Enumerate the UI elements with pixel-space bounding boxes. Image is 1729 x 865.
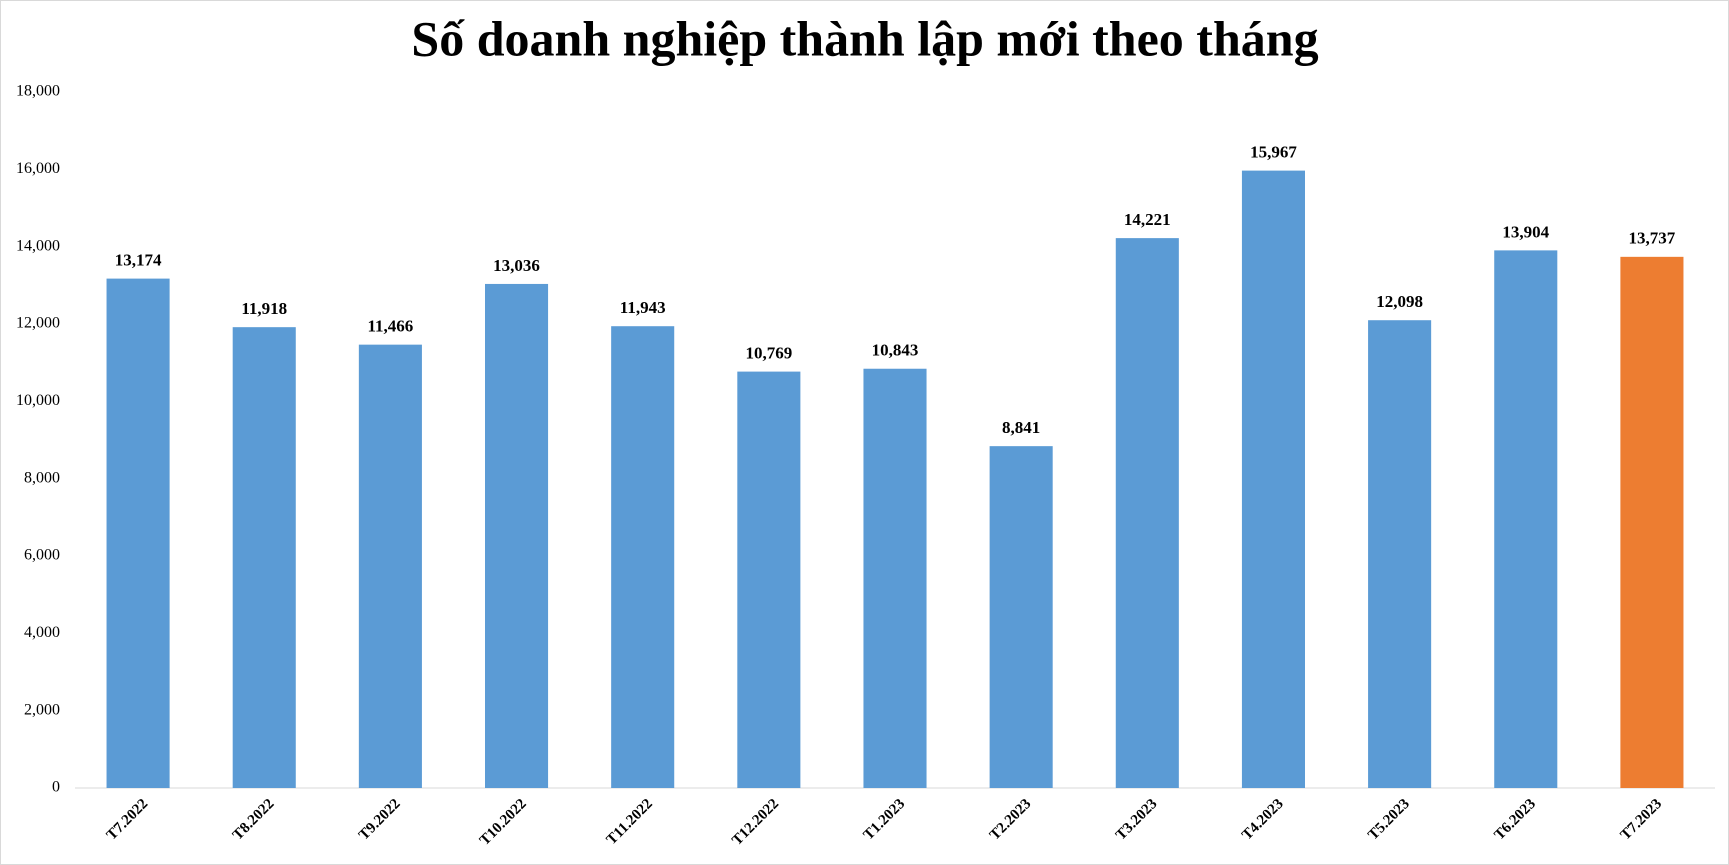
bar (485, 283, 549, 788)
value-label: 11,918 (241, 299, 287, 318)
value-label: 10,843 (872, 341, 919, 360)
value-label: 8,841 (1002, 418, 1040, 437)
value-label: 11,466 (367, 317, 413, 336)
chart-title: Số doanh nghiệp thành lập mới theo tháng (411, 10, 1318, 66)
y-tick-label: 10,000 (16, 392, 60, 409)
bar (1368, 320, 1432, 788)
value-label: 13,904 (1502, 222, 1549, 241)
bar (989, 446, 1053, 788)
bar (1115, 238, 1179, 788)
value-label: 15,967 (1250, 143, 1297, 162)
bar (106, 278, 170, 788)
value-label: 12,098 (1376, 292, 1423, 311)
bar (1620, 256, 1684, 788)
y-tick-label: 4,000 (24, 624, 60, 641)
bar (611, 326, 675, 788)
bar (1494, 250, 1558, 788)
y-tick-label: 8,000 (24, 469, 60, 486)
value-label: 14,221 (1124, 210, 1171, 229)
value-label: 10,769 (745, 344, 792, 363)
value-label: 13,737 (1629, 229, 1676, 248)
y-tick-label: 18,000 (16, 83, 60, 100)
bar (737, 371, 801, 788)
y-tick-label: 14,000 (16, 237, 60, 254)
bar (863, 368, 927, 788)
value-label: 13,036 (493, 256, 540, 275)
y-tick-label: 6,000 (24, 547, 60, 564)
y-tick-label: 2,000 (24, 701, 60, 718)
value-label: 13,174 (115, 251, 162, 270)
y-tick-label: 16,000 (16, 160, 60, 177)
value-label: 11,943 (620, 298, 666, 317)
bar (1241, 170, 1305, 789)
y-tick-label: 12,000 (16, 315, 60, 332)
y-tick-label: 0 (52, 779, 60, 796)
bar (358, 344, 422, 788)
bar (232, 327, 296, 788)
